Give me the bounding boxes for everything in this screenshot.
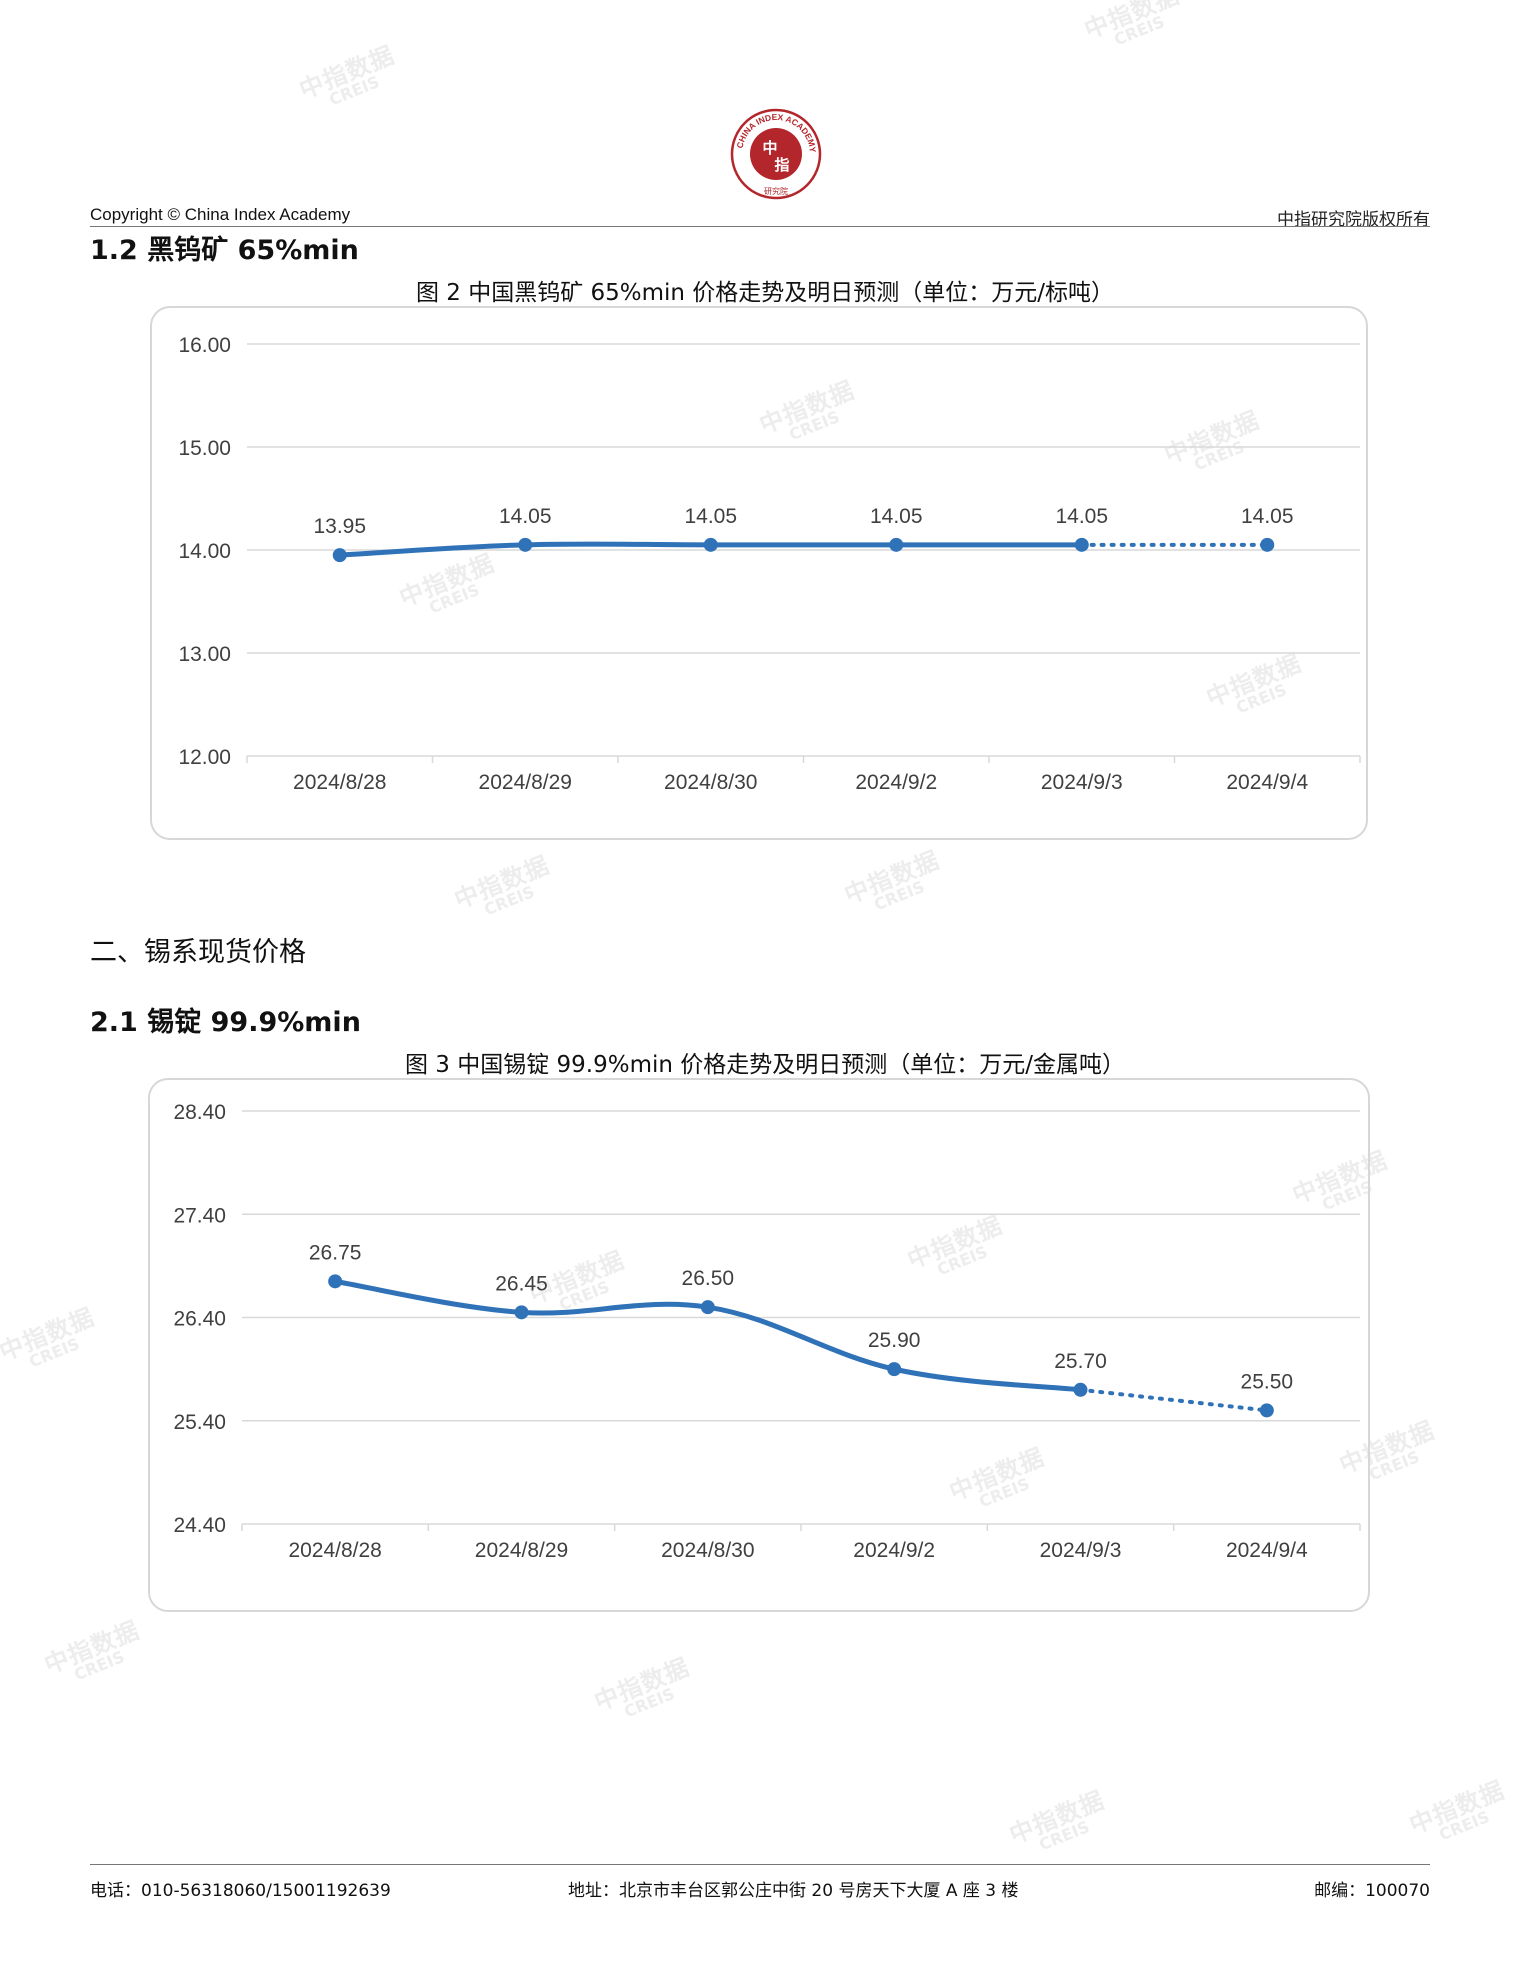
chart-1-ytick-label: 15.00 (178, 437, 231, 460)
chart-1-xtick-label: 2024/8/28 (293, 771, 386, 794)
chart-2-data-point (328, 1274, 343, 1289)
watermark: 中指数据 CREIS (1080, 0, 1184, 50)
rights-text: 中指研究院版权所有 (1277, 210, 1430, 230)
chart-2-data-label: 26.45 (495, 1272, 548, 1295)
chart-2-ytick-label: 25.40 (173, 1411, 226, 1434)
chart-1-data-point (703, 537, 718, 552)
watermark: 中指数据 CREIS (0, 1302, 99, 1372)
watermark: 中指数据 CREIS (450, 850, 554, 920)
section-title-2-1: 2.1 锡锭 99.9%min (90, 1007, 361, 1038)
chart-1-title: 图 2 中国黑钨矿 65%min 价格走势及明日预测（单位：万元/标吨） (415, 280, 1115, 306)
chart-2-data-point (514, 1305, 529, 1320)
academy-logo-icon: CHINA INDEX ACADEMY 中 指 研究院 (730, 108, 822, 200)
chart-2-ytick-label: 24.40 (173, 1514, 226, 1537)
chart-1-data-label: 14.05 (1241, 505, 1294, 528)
chart-1-xtick-label: 2024/9/4 (1226, 771, 1308, 794)
chart-2-xtick-label: 2024/9/4 (1226, 1539, 1308, 1562)
chart-2-xtick-label: 2024/8/28 (288, 1539, 381, 1562)
chart-1-data-point (1074, 537, 1089, 552)
chart-1-xtick-label: 2024/8/30 (664, 771, 757, 794)
chart-2-title: 图 3 中国锡锭 99.9%min 价格走势及明日预测（单位：万元/金属吨） (404, 1052, 1126, 1078)
footer-phone: 电话：010-56318060/15001192639 (90, 1881, 391, 1901)
watermark: 中指数据 CREIS (295, 40, 399, 110)
chart-2-data-point (700, 1300, 715, 1315)
chart-1-data-label: 14.05 (684, 505, 737, 528)
chart-2-xtick-label: 2024/9/2 (853, 1539, 935, 1562)
chart-1-data-point (518, 537, 533, 552)
chart-1-ytick-label: 16.00 (178, 334, 231, 357)
chart-1-ytick-label: 13.00 (178, 643, 231, 666)
header-divider (90, 226, 1430, 227)
chart-2-data-label: 26.75 (309, 1241, 362, 1264)
chart-2-xtick-label: 2024/9/3 (1040, 1539, 1122, 1562)
chart-1-xtick-label: 2024/8/29 (479, 771, 572, 794)
chart-1-data-point (332, 548, 347, 563)
chart-2-data-label: 25.70 (1054, 1350, 1107, 1373)
chart-2-xtick-label: 2024/8/29 (475, 1539, 568, 1562)
copyright-text: Copyright © China Index Academy (90, 205, 351, 224)
section-title-2: 二、锡系现货价格 (90, 937, 306, 968)
chart-1-data-label: 14.05 (499, 505, 552, 528)
chart-1-xtick-label: 2024/9/2 (855, 771, 937, 794)
watermark: 中指数据 CREIS (840, 845, 944, 915)
footer-address: 地址：北京市丰台区郭公庄中街 20 号房天下大厦 A 座 3 楼 (568, 1881, 1019, 1901)
chart-2-card: 28.40 27.40 26.40 25.40 24.40 2024/8/28 2024/8… (148, 1078, 1370, 1612)
chart-2-data-label: 26.50 (682, 1267, 735, 1290)
watermark: 中指数据 CREIS (1405, 1775, 1509, 1845)
chart-1-data-label: 13.95 (313, 515, 366, 538)
chart-1-ytick-label: 14.00 (178, 540, 231, 563)
footer-postcode: 邮编：100070 (1314, 1881, 1430, 1901)
chart-2-series-line (332, 1278, 1083, 1393)
chart-2-ytick-label: 28.40 (173, 1101, 226, 1124)
chart-1-xtick-label: 2024/9/3 (1041, 771, 1123, 794)
chart-2-xtick-label: 2024/8/30 (661, 1539, 754, 1562)
chart-1-ytick-label: 12.00 (178, 746, 231, 769)
chart-1-data-label: 14.05 (1055, 505, 1108, 528)
chart-2-svg: 28.40 27.40 26.40 25.40 24.40 2024/8/28 2024/8… (173, 1101, 1361, 1562)
section-title-1-2: 1.2 黑钨矿 65%min (90, 235, 359, 266)
chart-2-data-label: 25.50 (1241, 1370, 1294, 1393)
chart-2-ytick-label: 27.40 (173, 1204, 226, 1227)
watermark: 中指数据 CREIS (1005, 1785, 1109, 1855)
svg-text:指: 指 (774, 156, 789, 174)
chart-2-data-point (1259, 1403, 1274, 1418)
chart-1-data-point (1260, 537, 1275, 552)
chart-2-forecast-line (1078, 1387, 1269, 1413)
footer-divider (90, 1864, 1430, 1865)
chart-2-ytick-label: 26.40 (173, 1308, 226, 1331)
chart-1-data-point (889, 537, 904, 552)
watermark: 中指数据 CREIS (40, 1615, 144, 1685)
chart-2-data-point (887, 1362, 902, 1377)
chart-2-data-label: 25.90 (868, 1329, 921, 1352)
svg-text:中: 中 (762, 139, 777, 157)
watermark: 中指数据 CREIS (590, 1652, 694, 1722)
chart-1-svg: 16.00 15.00 14.00 13.00 12.00 2024/8/28 2024/8… (178, 334, 1361, 794)
svg-text:研究院: 研究院 (764, 186, 788, 196)
chart-2-data-point (1073, 1382, 1088, 1397)
chart-1-card: 16.00 15.00 14.00 13.00 12.00 2024/8/28 2024/8… (150, 306, 1368, 840)
chart-1-data-label: 14.05 (870, 505, 923, 528)
